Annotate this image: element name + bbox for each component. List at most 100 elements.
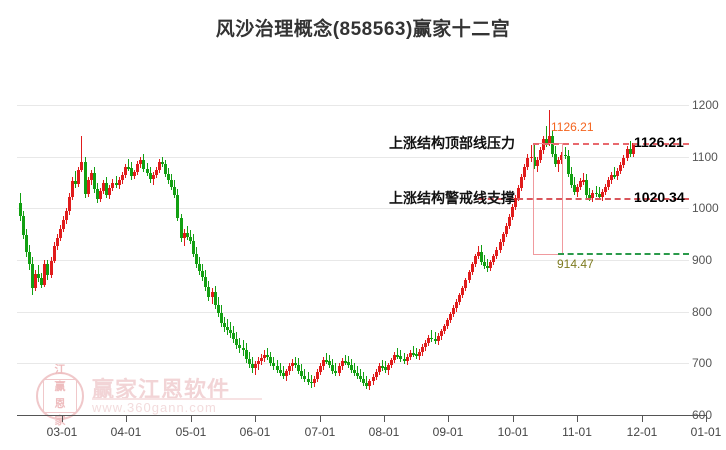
x-tick-mark [191, 416, 192, 422]
candle-wick [549, 110, 550, 147]
y-tick-label: 1000 [692, 201, 719, 216]
candle-wick [614, 167, 615, 180]
x-tick-mark [706, 416, 707, 422]
candle-body [604, 186, 607, 192]
candle-body [440, 331, 443, 337]
candle-body [427, 337, 430, 343]
candle-body [486, 266, 489, 269]
candle-body [229, 329, 232, 334]
x-tick-label: 06-01 [239, 425, 271, 439]
candle-body [598, 193, 601, 197]
candle-body [251, 364, 254, 369]
x-tick-mark [255, 416, 256, 422]
candle-body [220, 312, 223, 324]
candle-body [164, 163, 167, 175]
candle-body [180, 217, 183, 239]
candle-body [214, 292, 217, 306]
candle-body [68, 196, 71, 212]
candle-body [523, 167, 526, 178]
x-tick-mark [448, 416, 449, 422]
candle-body [443, 326, 446, 332]
candle-body [121, 175, 124, 181]
candle-body [322, 360, 325, 367]
candle-wick [295, 357, 296, 369]
candle-body [368, 381, 371, 387]
candle-body [613, 175, 616, 177]
candle-body [517, 187, 520, 198]
candle-body [455, 302, 458, 308]
candle-wick [326, 353, 327, 365]
candle-body [223, 323, 226, 328]
candle-body [344, 361, 347, 363]
base-line [558, 252, 689, 255]
candle-body [393, 355, 396, 361]
candle-body [62, 219, 65, 229]
candle-body [276, 366, 279, 370]
candle-body [25, 235, 28, 253]
candle-body [480, 251, 483, 263]
candle-body [248, 359, 251, 365]
candle-body [452, 307, 455, 314]
candle-body [260, 358, 263, 362]
candle-body [294, 363, 297, 366]
candle-body [133, 172, 136, 177]
candle-body [198, 264, 201, 272]
candle-body [557, 159, 560, 164]
candle-body [508, 216, 511, 226]
candle-wick [397, 347, 398, 360]
candle-body [313, 378, 316, 383]
candle-body [124, 167, 127, 176]
candle-wick [277, 360, 278, 373]
candle-body [520, 177, 523, 188]
x-tick-mark [320, 416, 321, 422]
candle-wick [304, 368, 305, 382]
y-tick-label: 900 [692, 253, 713, 267]
candle-body [384, 367, 387, 370]
candle-body [105, 182, 108, 195]
candle-wick [283, 366, 284, 379]
candle-body [34, 274, 37, 289]
candle-wick [308, 371, 309, 386]
candle-body [96, 188, 99, 200]
candle-body [601, 191, 604, 197]
x-tick-label: 03-01 [46, 425, 78, 439]
candle-body [505, 225, 508, 235]
candle-wick [404, 353, 405, 365]
candle-body [99, 190, 102, 200]
candle-body [406, 357, 409, 362]
candle-body [567, 155, 570, 175]
candle-body [570, 174, 573, 185]
candle-body [84, 161, 87, 194]
candle-body [471, 264, 474, 273]
candle-body [211, 292, 214, 298]
candle-body [372, 376, 375, 382]
candle-body [328, 361, 331, 366]
gridline [17, 260, 689, 261]
candle-body [430, 337, 433, 339]
candle-body [514, 198, 517, 208]
candle-body [536, 159, 539, 166]
candle-wick [599, 186, 600, 201]
x-tick-label: 12-01 [626, 425, 658, 439]
candle-body [334, 370, 337, 373]
candle-body [136, 163, 139, 173]
candle-body [310, 381, 313, 384]
candle-body [415, 354, 418, 357]
candle-body [591, 192, 594, 198]
candle-body [152, 175, 155, 180]
x-tick-mark [384, 416, 385, 422]
candle-body [242, 347, 245, 351]
candle-body [526, 157, 529, 167]
candle-body [461, 287, 464, 296]
candle-body [576, 186, 579, 192]
x-tick-mark [577, 416, 578, 422]
x-tick-label: 04-01 [110, 425, 142, 439]
candle-wick [267, 347, 268, 361]
candle-body [87, 180, 90, 194]
candle-body [266, 355, 269, 358]
candle-body [31, 263, 34, 289]
candle-body [539, 150, 542, 160]
x-tick-mark [513, 416, 514, 422]
candle-body [375, 371, 378, 377]
